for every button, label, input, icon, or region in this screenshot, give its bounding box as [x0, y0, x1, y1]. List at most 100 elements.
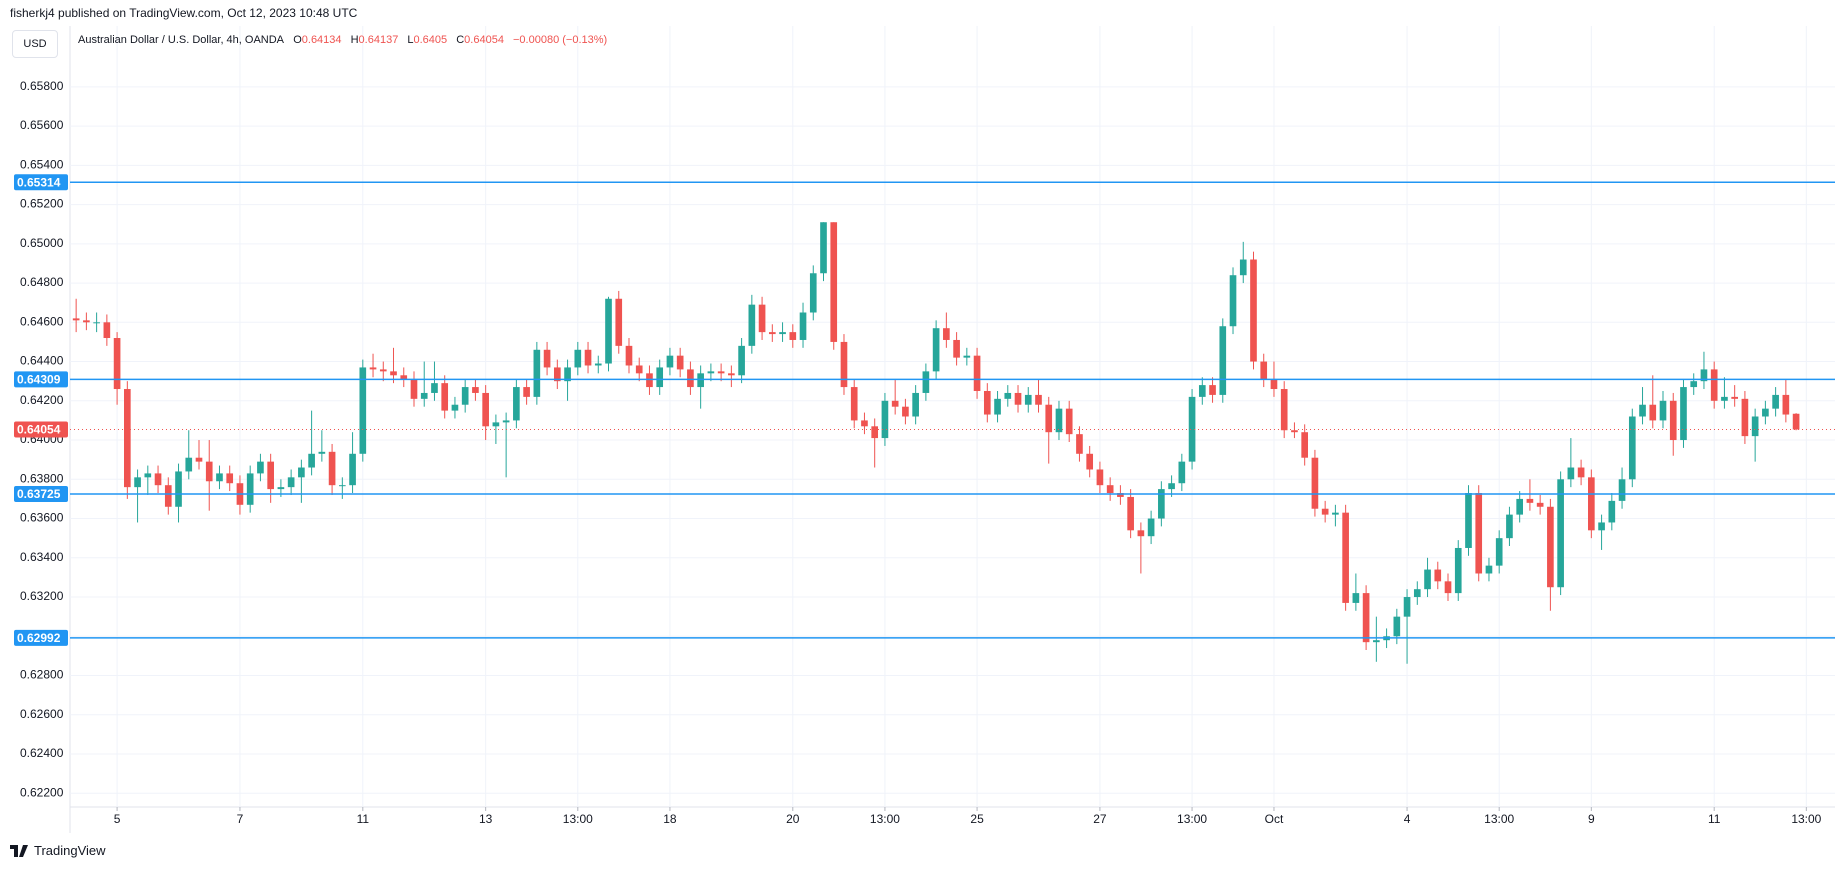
candle-body	[72, 318, 80, 321]
logo	[10, 844, 28, 857]
candle-body	[1311, 457, 1319, 509]
candle-body	[1567, 467, 1575, 480]
candle-body	[308, 453, 315, 468]
y-tick-label: 0.65000	[20, 236, 64, 250]
candle-body	[1291, 430, 1298, 433]
candle-body	[318, 451, 326, 454]
x-tick-label: 4	[1404, 812, 1411, 826]
candle-body	[1127, 496, 1134, 531]
level-label-box	[14, 371, 68, 388]
candle-body	[1147, 518, 1155, 537]
candle-body	[1198, 385, 1206, 397]
candle-body	[1547, 506, 1554, 588]
candle-body	[1762, 408, 1769, 417]
candle-body	[1782, 394, 1790, 415]
x-tick-label: 11	[357, 812, 370, 826]
candle-body	[390, 371, 397, 376]
candle-body	[983, 390, 991, 415]
candle-body	[1117, 493, 1124, 497]
candle-body	[881, 400, 889, 439]
candle-body	[1188, 396, 1196, 462]
candle-body	[134, 477, 141, 488]
candle-body	[472, 387, 479, 393]
candle-body	[768, 332, 776, 335]
candle-body	[513, 387, 520, 421]
candle-body	[1526, 498, 1534, 503]
candle-body	[963, 355, 971, 358]
candle-body	[359, 367, 367, 454]
candle-body	[656, 367, 664, 388]
y-tick-label: 0.65400	[20, 157, 64, 171]
candle-body	[1229, 275, 1237, 327]
candle-body	[1536, 502, 1544, 507]
x-tick-label: 18	[663, 812, 677, 826]
candle-body	[1024, 394, 1032, 405]
level-label: 0.62992	[17, 631, 61, 645]
candle-body	[1045, 404, 1053, 433]
candle-body	[1690, 381, 1698, 388]
candle-body	[369, 367, 377, 370]
candle-body	[1332, 512, 1339, 515]
candle-body	[328, 451, 336, 486]
x-tick-label: 27	[1093, 812, 1107, 826]
candle-body	[1700, 369, 1708, 382]
candle-body	[1516, 498, 1524, 515]
y-tick-label: 0.64600	[20, 314, 64, 328]
candle-body	[574, 349, 582, 368]
candle-body	[594, 363, 602, 366]
footer: TradingView	[10, 843, 106, 858]
candle-body	[1577, 467, 1585, 478]
candle-body	[164, 485, 172, 507]
candle-body	[1485, 565, 1493, 574]
level-label: 0.65314	[17, 175, 61, 189]
y-tick-label: 0.62400	[20, 746, 64, 760]
price-label: 0.64054	[17, 423, 61, 437]
candle-body	[1373, 640, 1380, 643]
candle-body	[1639, 404, 1646, 417]
x-tick-label: 13:00	[1791, 812, 1821, 826]
x-tick-label: 7	[237, 812, 244, 826]
candle-body	[1035, 394, 1042, 405]
candle-body	[646, 373, 653, 388]
level-label: 0.63725	[17, 487, 61, 501]
x-tick-label: 13	[479, 812, 493, 826]
candle-body	[1434, 569, 1442, 582]
candle-body	[287, 477, 295, 488]
candle-body	[1659, 400, 1667, 421]
candle-body	[257, 461, 264, 474]
candle-body	[973, 355, 981, 391]
candle-body	[1239, 259, 1247, 276]
candle-body	[1792, 413, 1800, 430]
candle-body	[1403, 597, 1411, 617]
y-tick-label: 0.65200	[20, 197, 64, 211]
candle-body	[830, 222, 838, 342]
candle-body	[1321, 508, 1329, 515]
candle-body	[707, 371, 715, 374]
candle-body	[1280, 389, 1288, 431]
y-tick-label: 0.64400	[20, 354, 64, 368]
candle-body	[93, 322, 100, 324]
x-tick-label: 11	[1708, 812, 1721, 826]
legend-key: H	[350, 34, 359, 46]
y-tick-label: 0.64200	[20, 393, 64, 407]
y-tick-label: 0.65800	[20, 79, 64, 93]
x-tick-label: Oct	[1265, 812, 1284, 826]
candle-body	[1260, 361, 1268, 380]
candle-body	[543, 349, 551, 368]
candle-body	[1495, 538, 1503, 566]
legend-value: 0.64054	[464, 34, 504, 46]
candle-body	[553, 367, 561, 382]
candle-body	[410, 379, 418, 399]
candle-body	[789, 332, 797, 340]
currency-button[interactable]: USD	[12, 30, 58, 58]
candle-body	[1506, 514, 1513, 539]
candle-body	[1209, 385, 1216, 395]
candle-body	[1270, 379, 1278, 390]
candle-body	[1342, 512, 1349, 603]
y-tick-label: 0.63400	[20, 550, 64, 564]
candle-body	[461, 387, 469, 405]
y-tick-label: 0.62800	[20, 668, 64, 682]
y-tick-label: 0.62600	[20, 707, 64, 721]
x-tick-label: 13:00	[1484, 812, 1514, 826]
